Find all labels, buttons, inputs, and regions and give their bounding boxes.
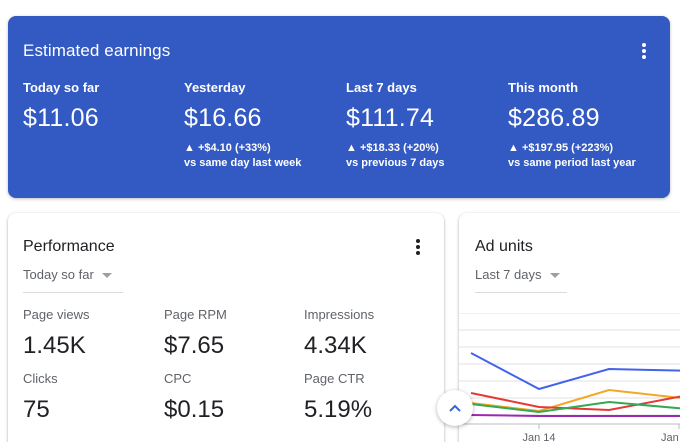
metric-value: $11.06: [23, 104, 99, 132]
metric-yesterday[interactable]: Yesterday $16.66 ▲ +$4.10 (+33%) vs same…: [184, 80, 334, 169]
stat-label: Clicks: [23, 371, 58, 386]
x-tick-label: Jan 14: [522, 432, 555, 442]
scroll-top-button[interactable]: [437, 390, 473, 426]
ad-units-title: Ad units: [475, 238, 533, 255]
chart-series-line: [470, 400, 680, 414]
metric-comparison: vs previous 7 days: [346, 157, 445, 169]
stat-value: $7.65: [164, 332, 225, 359]
chart-series-line: [470, 352, 680, 391]
stat-clicks: Clicks 75: [23, 371, 153, 424]
metric-delta: ▲ +$18.33 (+20%): [346, 142, 439, 154]
stat-value: $0.15: [164, 396, 225, 423]
metric-this-month[interactable]: This month $286.89 ▲ +$197.95 (+223%) vs…: [508, 80, 658, 169]
stat-label: Page views: [23, 307, 90, 322]
range-label: Today so far: [23, 267, 94, 282]
caret-down-icon: [101, 273, 112, 279]
estimated-earnings-card: Estimated earnings Today so far $11.06 Y…: [8, 16, 670, 198]
stat-label: Page CTR: [304, 371, 365, 386]
more-vert-icon[interactable]: [632, 39, 656, 63]
performance-card: Performance Today so far Page views 1.45…: [8, 213, 444, 442]
ad-units-card: Ad units Last 7 days Jan 14 Jan: [459, 213, 680, 442]
ad-units-chart: Jan 14 Jan: [459, 313, 680, 442]
metric-label: This month: [508, 80, 579, 95]
metric-value: $16.66: [184, 104, 262, 132]
metric-delta: ▲ +$197.95 (+223%): [508, 142, 614, 154]
metric-value: $111.74: [346, 104, 435, 132]
stat-page-ctr: Page CTR 5.19%: [304, 371, 434, 424]
stat-label: Page RPM: [164, 307, 227, 322]
chart-series-line: [470, 392, 680, 412]
stat-value: 1.45K: [23, 332, 86, 359]
metric-today[interactable]: Today so far $11.06: [23, 80, 173, 133]
range-label: Last 7 days: [475, 267, 542, 282]
stat-cpc: CPC $0.15: [164, 371, 294, 424]
metric-value: $286.89: [508, 104, 600, 132]
stat-value: 5.19%: [304, 396, 373, 423]
stat-page-rpm: Page RPM $7.65: [164, 307, 294, 360]
metric-comparison: vs same day last week: [184, 157, 302, 169]
more-vert-icon[interactable]: [406, 235, 430, 259]
chart-series-line: [470, 414, 680, 417]
caret-down-icon: [549, 273, 560, 279]
ad-units-range-dropdown[interactable]: Last 7 days: [475, 267, 567, 293]
stat-value: 75: [23, 396, 50, 423]
chevron-up-icon: [449, 404, 461, 412]
stat-label: CPC: [164, 371, 192, 386]
metric-last-7-days[interactable]: Last 7 days $111.74 ▲ +$18.33 (+20%) vs …: [346, 80, 496, 169]
stat-value: 4.34K: [304, 332, 367, 359]
stat-page-views: Page views 1.45K: [23, 307, 153, 360]
metric-comparison: vs same period last year: [508, 157, 636, 169]
metric-label: Last 7 days: [346, 80, 417, 95]
earnings-title: Estimated earnings: [23, 41, 171, 60]
performance-range-dropdown[interactable]: Today so far: [23, 267, 123, 293]
performance-title: Performance: [23, 238, 115, 255]
stat-impressions: Impressions 4.34K: [304, 307, 434, 360]
metric-delta: ▲ +$4.10 (+33%): [184, 142, 271, 154]
metric-label: Yesterday: [184, 80, 246, 95]
stat-label: Impressions: [304, 307, 375, 322]
x-tick-label: Jan: [661, 432, 679, 442]
metric-label: Today so far: [23, 80, 100, 95]
